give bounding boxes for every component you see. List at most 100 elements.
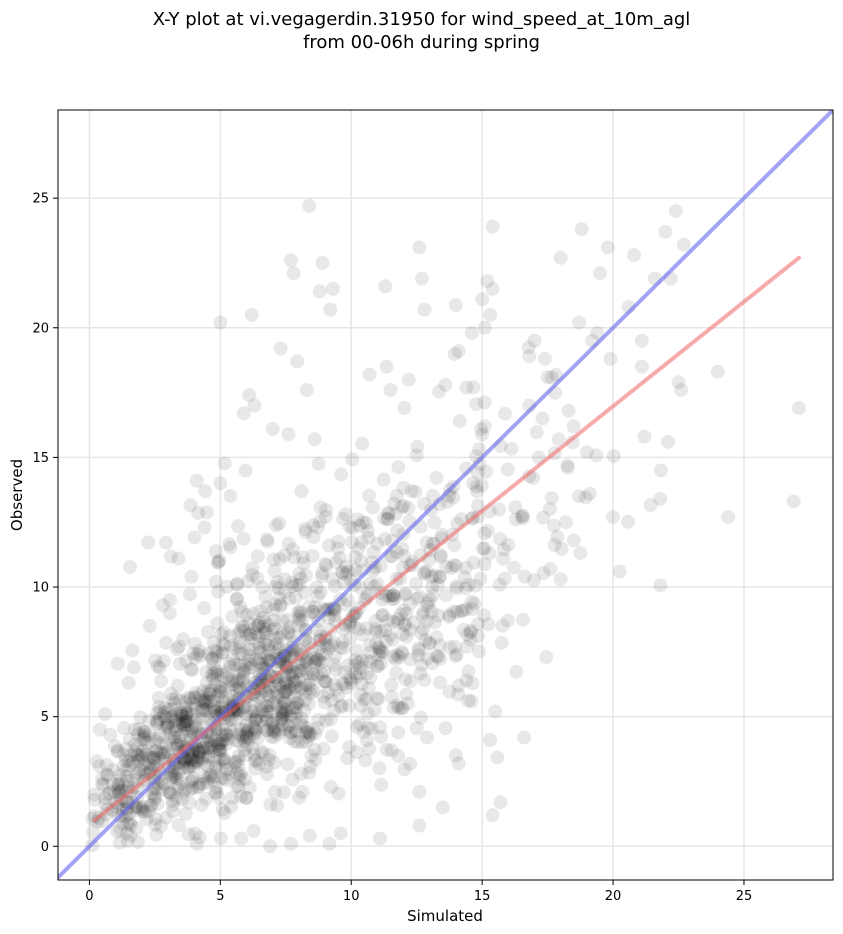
data-point bbox=[413, 625, 428, 640]
data-point bbox=[110, 656, 125, 671]
data-point bbox=[186, 696, 201, 711]
data-point bbox=[414, 271, 429, 286]
data-point bbox=[285, 665, 300, 680]
data-point bbox=[310, 588, 325, 603]
data-point bbox=[228, 755, 243, 770]
data-point bbox=[130, 727, 145, 742]
data-point bbox=[432, 384, 447, 399]
data-point bbox=[221, 679, 236, 694]
data-point bbox=[123, 828, 138, 843]
data-point bbox=[247, 704, 262, 719]
data-point bbox=[425, 488, 440, 503]
data-point bbox=[240, 628, 255, 643]
data-point bbox=[215, 694, 230, 709]
data-point bbox=[451, 687, 466, 702]
data-point bbox=[241, 574, 256, 589]
data-point bbox=[217, 806, 232, 821]
data-point bbox=[452, 414, 467, 429]
y-tick-label: 25 bbox=[32, 192, 49, 207]
data-point bbox=[270, 575, 285, 590]
y-tick-label: 5 bbox=[41, 710, 49, 725]
data-point bbox=[211, 757, 226, 772]
data-point bbox=[129, 803, 144, 818]
data-point bbox=[254, 651, 269, 666]
data-point bbox=[219, 579, 234, 594]
data-point bbox=[431, 649, 446, 664]
data-point bbox=[207, 769, 222, 784]
data-point bbox=[318, 674, 333, 689]
data-point bbox=[460, 639, 475, 654]
data-point bbox=[113, 768, 128, 783]
data-point bbox=[313, 585, 328, 600]
data-point bbox=[166, 709, 181, 724]
data-point bbox=[290, 694, 305, 709]
data-point bbox=[132, 753, 147, 768]
data-point bbox=[320, 685, 335, 700]
data-point bbox=[500, 613, 515, 628]
data-point bbox=[120, 816, 135, 831]
data-point bbox=[332, 550, 347, 565]
data-point bbox=[248, 725, 263, 740]
data-point bbox=[465, 601, 480, 616]
data-point bbox=[188, 720, 203, 735]
data-point bbox=[335, 564, 350, 579]
data-point bbox=[205, 693, 220, 708]
data-point bbox=[385, 592, 400, 607]
data-point bbox=[272, 516, 287, 531]
data-point bbox=[180, 718, 195, 733]
data-point bbox=[358, 753, 373, 768]
data-point bbox=[119, 769, 134, 784]
data-point bbox=[192, 688, 207, 703]
data-point bbox=[236, 665, 251, 680]
data-point bbox=[416, 605, 431, 620]
data-point bbox=[298, 661, 313, 676]
data-point bbox=[149, 744, 164, 759]
data-point bbox=[176, 717, 191, 732]
data-point bbox=[180, 760, 195, 775]
data-point bbox=[260, 686, 275, 701]
data-point bbox=[128, 767, 143, 782]
data-point bbox=[620, 514, 635, 529]
data-point bbox=[206, 671, 221, 686]
data-point bbox=[185, 662, 200, 677]
data-point bbox=[191, 743, 206, 758]
data-point bbox=[136, 725, 151, 740]
data-point bbox=[341, 564, 356, 579]
data-point bbox=[388, 506, 403, 521]
data-point bbox=[517, 730, 532, 745]
data-point bbox=[400, 696, 415, 711]
data-point bbox=[234, 646, 249, 661]
data-point bbox=[165, 797, 180, 812]
data-point bbox=[170, 706, 185, 721]
data-point bbox=[422, 635, 437, 650]
data-point bbox=[338, 507, 353, 522]
data-point bbox=[260, 648, 275, 663]
data-point bbox=[477, 419, 492, 434]
data-point bbox=[466, 476, 481, 491]
data-point bbox=[305, 605, 320, 620]
data-point bbox=[477, 541, 492, 556]
data-point bbox=[259, 600, 274, 615]
data-point bbox=[442, 640, 457, 655]
data-point bbox=[278, 675, 293, 690]
data-point bbox=[398, 586, 413, 601]
data-point bbox=[195, 684, 210, 699]
data-point bbox=[262, 643, 277, 658]
data-point bbox=[391, 700, 406, 715]
data-point bbox=[131, 721, 146, 736]
data-point bbox=[354, 699, 369, 714]
data-point bbox=[191, 749, 206, 764]
data-point bbox=[418, 633, 433, 648]
data-point bbox=[229, 779, 244, 794]
data-point bbox=[308, 752, 323, 767]
data-point bbox=[226, 652, 241, 667]
data-point bbox=[181, 760, 196, 775]
data-point bbox=[247, 696, 262, 711]
data-point bbox=[606, 449, 621, 464]
data-point bbox=[146, 750, 161, 765]
data-point bbox=[285, 772, 300, 787]
data-point bbox=[142, 727, 157, 742]
data-point bbox=[542, 502, 557, 517]
data-point bbox=[359, 515, 374, 530]
data-point bbox=[411, 643, 426, 658]
